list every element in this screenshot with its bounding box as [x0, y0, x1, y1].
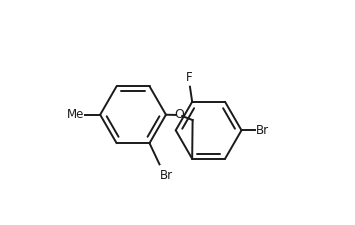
Text: Br: Br	[256, 124, 269, 137]
Text: O: O	[174, 108, 184, 121]
Text: Br: Br	[160, 169, 173, 182]
Text: Me: Me	[67, 108, 84, 121]
Text: F: F	[186, 71, 193, 84]
